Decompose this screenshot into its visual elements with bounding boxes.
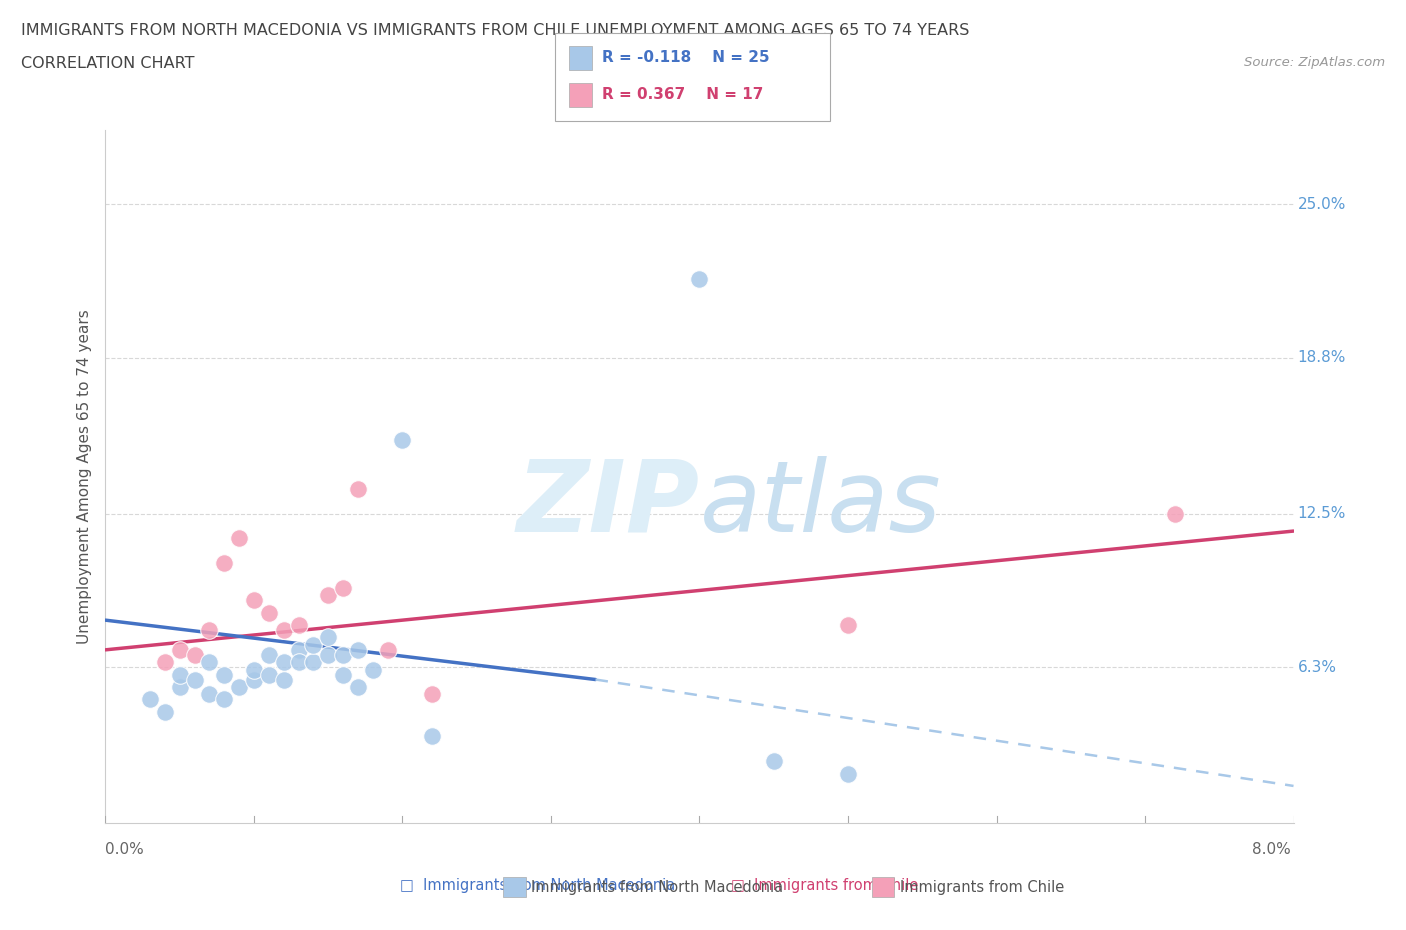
Point — [198, 622, 221, 637]
Point — [228, 531, 250, 546]
Point — [198, 655, 221, 670]
Point — [316, 630, 339, 644]
Text: □  Immigrants from North Macedonia: □ Immigrants from North Macedonia — [399, 878, 675, 893]
Point — [214, 692, 236, 707]
Point — [153, 655, 176, 670]
Point — [273, 622, 295, 637]
Text: Immigrants from North Macedonia: Immigrants from North Macedonia — [531, 880, 783, 895]
Point — [837, 766, 859, 781]
Point — [347, 680, 370, 695]
Point — [139, 692, 162, 707]
Point — [302, 655, 325, 670]
Point — [257, 667, 280, 682]
Text: 18.8%: 18.8% — [1298, 351, 1346, 365]
Point — [243, 662, 266, 677]
Point — [420, 687, 443, 702]
Point — [183, 672, 205, 687]
Point — [332, 647, 354, 662]
Point — [347, 643, 370, 658]
Point — [377, 643, 399, 658]
Point — [1164, 506, 1187, 521]
Text: □  Immigrants from Chile: □ Immigrants from Chile — [731, 878, 918, 893]
Text: 12.5%: 12.5% — [1298, 506, 1346, 521]
Point — [287, 618, 309, 632]
Point — [273, 672, 295, 687]
Point — [361, 662, 384, 677]
Point — [332, 667, 354, 682]
Point — [169, 667, 191, 682]
Text: 6.3%: 6.3% — [1298, 659, 1337, 674]
Point — [332, 580, 354, 595]
Point — [169, 643, 191, 658]
Point — [837, 618, 859, 632]
Point — [302, 637, 325, 652]
Point — [198, 687, 221, 702]
Text: Immigrants from Chile: Immigrants from Chile — [900, 880, 1064, 895]
Point — [183, 647, 205, 662]
Text: R = -0.118    N = 25: R = -0.118 N = 25 — [602, 50, 769, 65]
Point — [420, 729, 443, 744]
Text: CORRELATION CHART: CORRELATION CHART — [21, 56, 194, 71]
Y-axis label: Unemployment Among Ages 65 to 74 years: Unemployment Among Ages 65 to 74 years — [76, 310, 91, 644]
Point — [243, 593, 266, 608]
Point — [316, 647, 339, 662]
Text: 8.0%: 8.0% — [1251, 842, 1291, 857]
Point — [391, 432, 413, 447]
Point — [287, 655, 309, 670]
Point — [243, 672, 266, 687]
Point — [257, 647, 280, 662]
Text: atlas: atlas — [700, 456, 941, 552]
Point — [316, 588, 339, 603]
Point — [153, 704, 176, 719]
Text: R = 0.367    N = 17: R = 0.367 N = 17 — [602, 87, 763, 102]
Point — [287, 643, 309, 658]
Point — [214, 667, 236, 682]
Text: Source: ZipAtlas.com: Source: ZipAtlas.com — [1244, 56, 1385, 69]
Point — [228, 680, 250, 695]
Point — [347, 482, 370, 497]
Point — [273, 655, 295, 670]
Text: ZIP: ZIP — [516, 456, 700, 552]
Point — [257, 605, 280, 620]
Text: 25.0%: 25.0% — [1298, 197, 1346, 212]
Point — [762, 753, 785, 768]
Point — [169, 680, 191, 695]
Text: IMMIGRANTS FROM NORTH MACEDONIA VS IMMIGRANTS FROM CHILE UNEMPLOYMENT AMONG AGES: IMMIGRANTS FROM NORTH MACEDONIA VS IMMIG… — [21, 23, 970, 38]
Point — [689, 272, 711, 286]
Point — [214, 556, 236, 571]
Text: 0.0%: 0.0% — [105, 842, 145, 857]
